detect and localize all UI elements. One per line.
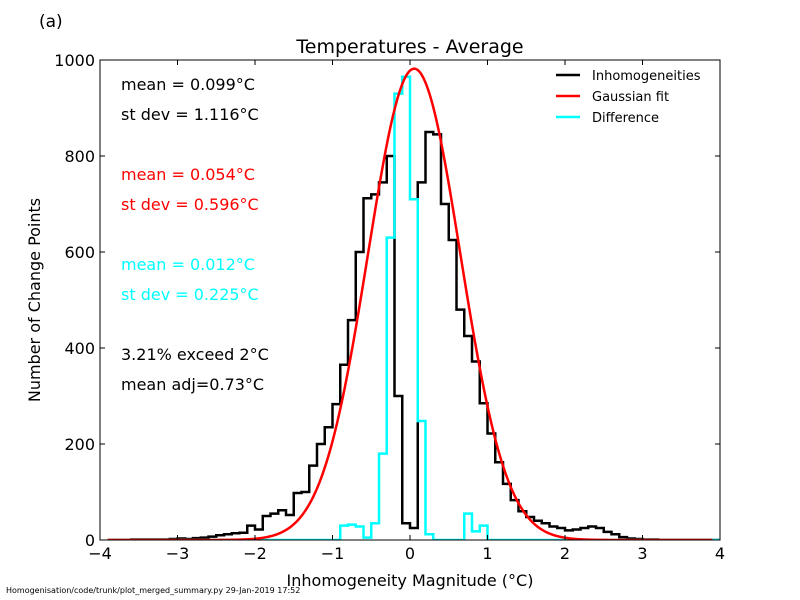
y-tick-label: 600 [64, 243, 95, 262]
difference-histogram [107, 75, 720, 540]
chart-title: Temperatures - Average [295, 36, 523, 58]
x-tick-label: 3 [637, 544, 647, 563]
x-tick-label: −1 [321, 544, 345, 563]
footer-text: Homogenisation/code/trunk/plot_merged_su… [6, 586, 301, 595]
y-axis-label: Number of Change Points [25, 198, 44, 402]
y-tick-label: 1000 [54, 51, 95, 70]
stat-annotation: st dev = 1.116°C [121, 105, 259, 124]
x-tick-label: 0 [405, 544, 415, 563]
y-tick-label: 0 [85, 531, 95, 550]
stat-annotation: 3.21% exceed 2°C [121, 345, 269, 364]
legend-label: Inhomogeneities [592, 69, 701, 84]
stat-annotation: mean = 0.012°C [121, 255, 255, 274]
x-tick-label: 2 [560, 544, 570, 563]
y-tick-label: 200 [64, 435, 95, 454]
x-tick-label: −3 [166, 544, 190, 563]
stat-annotation: mean = 0.099°C [121, 75, 255, 94]
stat-annotation: st dev = 0.225°C [121, 285, 259, 304]
inhomogeneities-histogram [107, 130, 720, 540]
stat-annotation: mean = 0.054°C [121, 165, 255, 184]
stat-annotation: st dev = 0.596°C [121, 195, 259, 214]
x-tick-label: 1 [482, 544, 492, 563]
x-tick-label: −2 [243, 544, 267, 563]
y-tick-label: 400 [64, 339, 95, 358]
y-tick-label: 800 [64, 147, 95, 166]
panel-label: (a) [39, 12, 63, 32]
legend-label: Gaussian fit [592, 90, 669, 105]
x-axis-label: Inhomogeneity Magnitude (°C) [287, 571, 534, 590]
legend-label: Difference [592, 111, 659, 126]
x-tick-label: −4 [88, 544, 112, 563]
stat-annotation: mean adj=0.73°C [121, 375, 264, 394]
x-tick-label: 4 [715, 544, 725, 563]
